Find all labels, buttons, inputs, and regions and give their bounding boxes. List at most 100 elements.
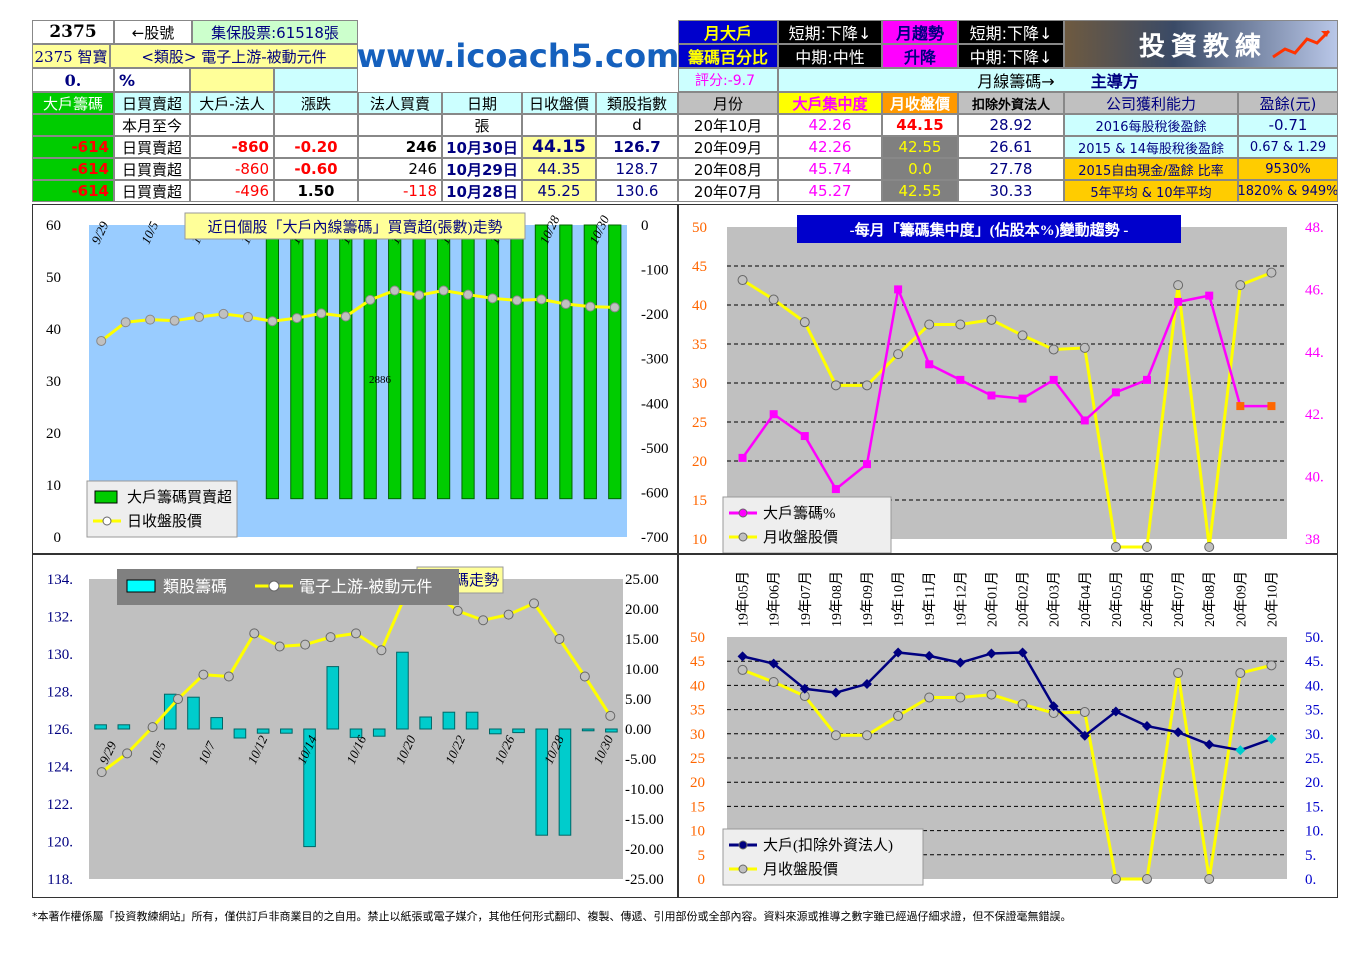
right-row-cell: 2016每股稅後盈餘 [1064,114,1238,136]
right-row-cell: 9530% [1238,158,1338,180]
price-point [585,301,596,312]
legend-box [722,496,892,554]
right-tick: 0 [641,218,649,234]
price-point [1173,668,1184,679]
index-point [351,628,361,639]
x-label: 20年08月 [1202,571,1218,627]
left-tick: 40 [46,322,61,338]
index-point [249,628,260,639]
left-tick: 10 [690,824,705,840]
concentration-point [1111,388,1120,397]
left-tick: 118. [47,872,73,888]
price-point [830,730,841,741]
left-row-cell: -614 [32,180,114,202]
sector-bar [535,728,549,836]
left-tick: 132. [47,610,73,626]
x-label: 20年04月 [1078,571,1094,627]
holder-point [1235,745,1246,756]
price-point [145,314,156,325]
price-point [1017,330,1028,341]
price-point [986,689,997,700]
index-point [452,605,463,616]
left-row-cell: -614 [32,158,114,180]
chip-bar [559,224,573,500]
website-link[interactable]: www.icoach5.com [358,37,678,75]
right-row-cell: 30.33 [958,180,1064,202]
chip-bar [534,224,549,500]
sector-bar [558,728,572,836]
x-label: 19年06月 [767,571,783,627]
left-tick: 126. [47,722,73,738]
chip-bar [388,224,402,500]
x-label: 19年11月 [922,572,938,627]
mid-term-status-2: 中期:下降↓ [958,44,1064,68]
chip-bar [608,224,622,500]
left-tick: 130. [47,647,73,663]
right-row-cell: 1820% & 949% [1238,180,1338,202]
sector-bar [303,728,316,848]
legend-label: 日收盤股價 [127,513,202,530]
price-point [830,380,841,391]
x-label: 19年09月 [860,571,876,627]
dominant-label: 主導方 [1090,72,1139,91]
index-point [274,641,285,652]
left-tick: 120. [47,835,73,851]
sector-bar [396,651,409,730]
index-point [376,645,387,656]
logo-text: 投資教練 [1138,31,1267,62]
x-label: 20年06月 [1140,571,1156,627]
chip-bar [412,224,426,500]
left-tick: 20 [690,775,705,791]
left-subrow-cell [32,114,114,136]
right-tick: 45. [1305,654,1324,670]
concentration-point [1174,297,1183,306]
price-point [267,316,278,327]
sector-bar [163,693,177,730]
sector-bar [94,724,107,730]
concentration-point [1080,416,1089,425]
price-point [955,692,966,703]
sector-bar [372,728,386,737]
sector-bar [280,728,293,734]
index-point [579,671,590,682]
right-row-cell: -0.71 [1238,114,1338,136]
holder-point [1079,730,1090,741]
price-point [536,294,547,305]
chart-title: 近日個股「大戶內線籌碼」買賣超(張數)走勢 [208,219,503,236]
mid-term-status: 中期:中性 [778,44,882,68]
right-header: 扣除外資法人 [958,92,1064,114]
empty-cell [274,68,358,92]
right-tick: -20.00 [625,842,664,858]
legend-label: 大戶籌碼買賣超 [127,489,232,506]
concentration-point [769,410,778,419]
right-row-cell: 42.55 [882,136,958,158]
price-point [862,730,872,741]
right-row-cell: 44.15 [882,114,958,136]
right-row-cell: 45.74 [778,158,882,180]
left-subrow-cell [522,114,596,136]
right-tick: -25.00 [625,872,664,888]
price-line [741,271,1273,549]
holder-point [1017,647,1028,658]
x-label: 20年05月 [1109,571,1125,627]
x-label: 19年08月 [829,571,845,627]
right-tick: -300 [641,352,669,368]
x-label: 20年01月 [984,571,1000,627]
right-row-cell: 42.26 [778,136,882,158]
sector-bar [256,728,270,734]
price-point [291,313,302,324]
concentration-point [894,285,903,294]
price-point [1110,874,1121,884]
left-row-cell: 1.50 [274,180,358,202]
month-trend-label: 月趨勢 [882,20,958,44]
x-label: 19年12月 [953,571,969,627]
copyright-footer: *本著作權係屬「投資教練網站」所有，僅供訂戶非商業目的之自用。禁止以紙張或電子媒… [32,910,1072,923]
left-row-cell: 日買賣超 [114,136,190,158]
price-point [389,285,400,296]
index-point [147,722,158,733]
chart-big-holder: 19年05月 19年06月 19年07月 19年08月 19年09月 19年10月 19年1… [690,571,1324,888]
price-point [1173,280,1184,291]
concentration-point [800,432,809,441]
sector-bar [465,711,479,730]
price-point [463,289,474,300]
